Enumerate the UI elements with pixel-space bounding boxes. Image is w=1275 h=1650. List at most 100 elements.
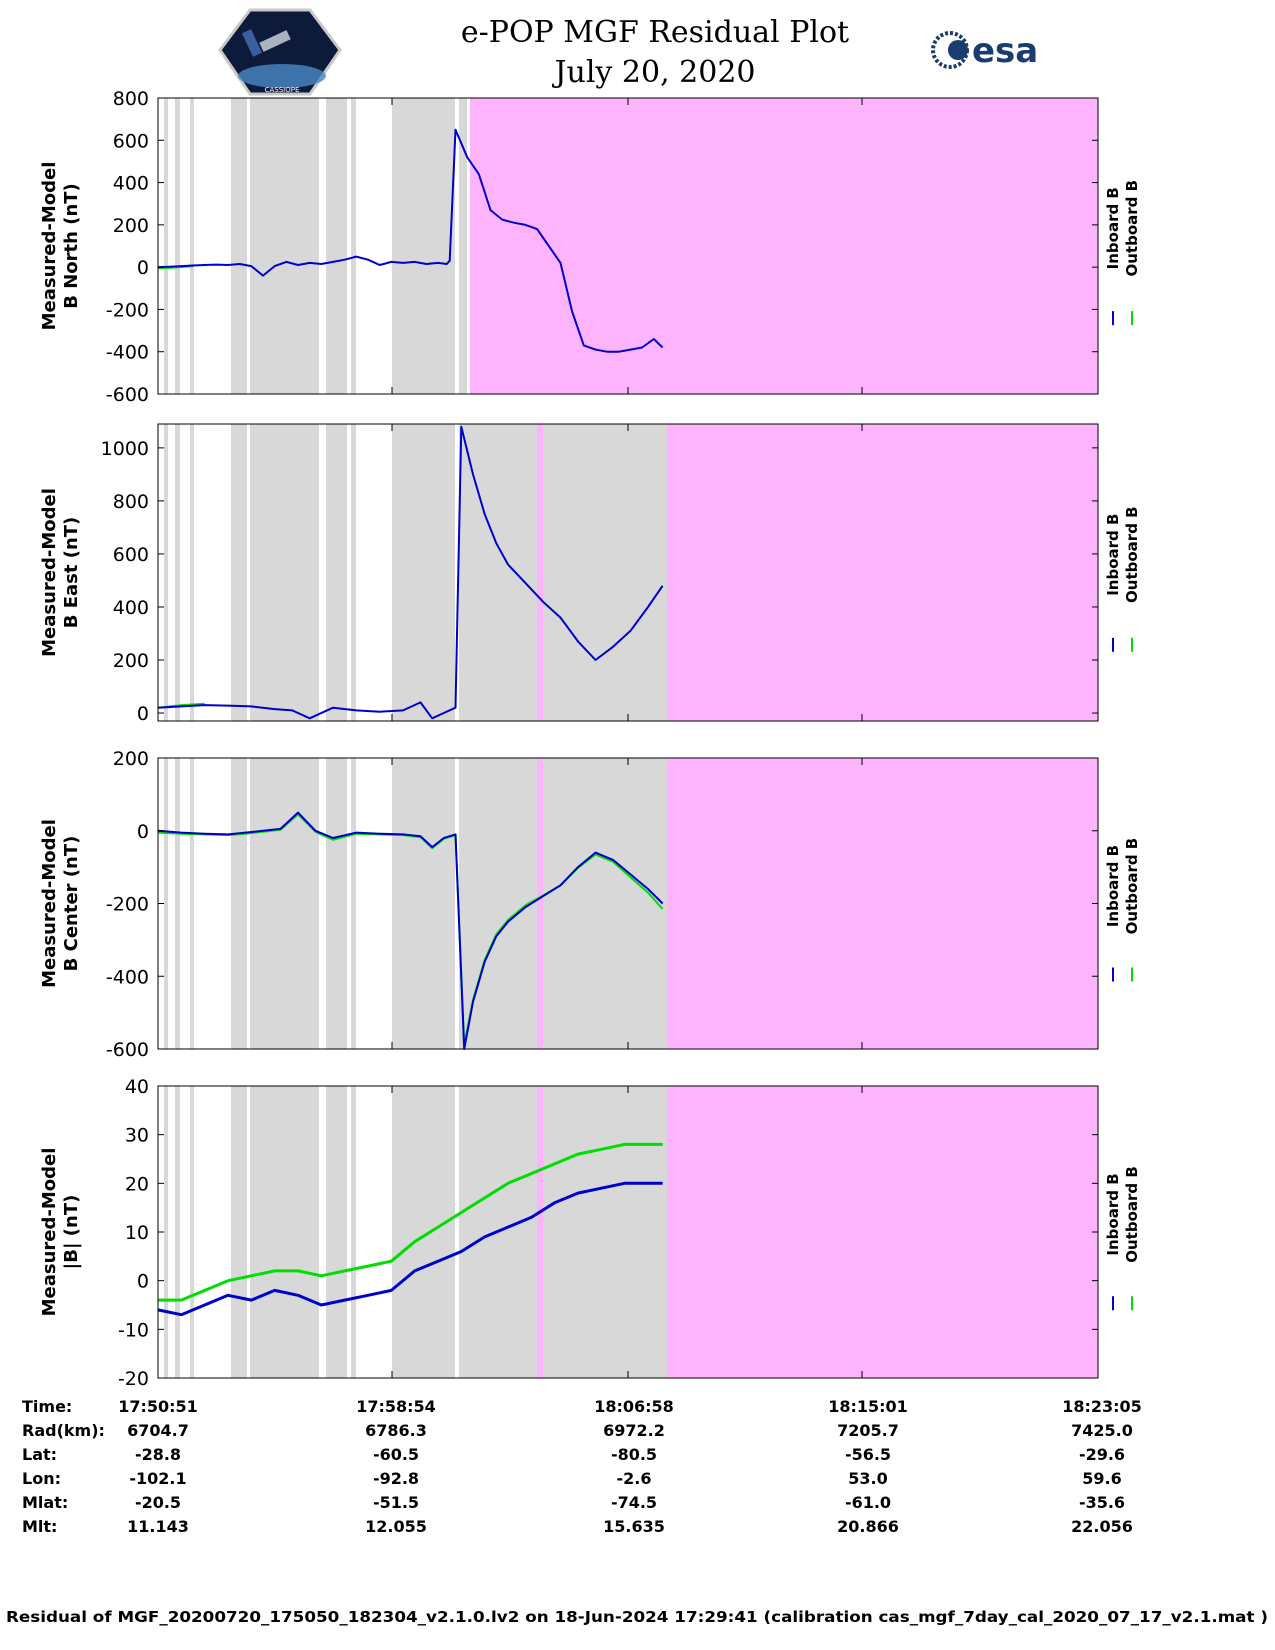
cell-mlat-1: -20.5 [135,1493,181,1512]
no-data-region [470,98,1098,394]
gap-band [190,98,194,394]
cell-time-5: 18:23:05 [1062,1397,1142,1416]
cassiope-logo-text: CASSIOPE [265,86,300,94]
series-inboard-b [157,128,664,353]
cell-lat-5: -29.6 [1079,1445,1125,1464]
footer-note: Residual of MGF_20200720_175050_182304_v… [6,1608,1268,1626]
cell-time-4: 18:15:01 [828,1397,908,1416]
legend-inboard: Inboard B [1104,187,1122,269]
y-tick-label: -400 [106,342,149,364]
gap-band [326,1086,347,1378]
gap-band [190,424,194,721]
y-tick-label: 800 [113,491,149,513]
gap-band [392,424,455,721]
cell-lon-2: -92.8 [373,1469,419,1488]
gap-band [231,98,247,394]
cell-rad-2: 6786.3 [365,1421,427,1440]
cell-lat-1: -28.8 [135,1445,181,1464]
esa-logo-text: esa [972,31,1038,71]
ephemeris-col-3: 18:06:58 6972.2 -80.5 -2.6 -74.5 15.635 [594,1397,674,1536]
legend-inboard: Inboard B [1104,845,1122,927]
gap-band [175,98,180,394]
y-tick-label: 40 [125,1076,149,1098]
series-outboard-b [158,1142,663,1302]
flag-band [537,758,543,1049]
y-tick-label: 800 [113,88,149,110]
y-tick-label: 0 [137,703,149,725]
legend-outboard: Outboard B [1123,506,1141,603]
y-tick-label: -400 [106,966,149,988]
cell-lon-4: 53.0 [848,1469,887,1488]
gap-band [231,1086,247,1378]
cell-rad-5: 7425.0 [1071,1421,1133,1440]
y-axis-label-line2: B East (nT) [61,517,82,629]
y-tick-label: 200 [113,748,149,770]
cassiope-logo: CASSIOPE [218,8,342,96]
gap-band [392,98,455,394]
panel-3: 200 0 -200 -400 -600 Measured-Model B Center (… [39,748,1141,1061]
gap-band [250,424,319,721]
y-axis-label-line1: Measured-Model [39,1148,60,1317]
cell-lat-4: -56.5 [845,1445,891,1464]
y-tick-label: -20 [118,1368,149,1390]
series-inboard-b [157,811,664,1050]
cell-rad-3: 6972.2 [603,1421,665,1440]
cell-mlt-5: 22.056 [1071,1517,1133,1536]
cell-time-1: 17:50:51 [118,1397,198,1416]
y-tick-label: -200 [106,299,149,321]
ephemeris-col-1: 17:50:51 6704.7 -28.8 -102.1 -20.5 11.14… [118,1397,198,1536]
cell-time-2: 17:58:54 [356,1397,436,1416]
series-inboard-b [157,425,664,720]
y-tick-label: -10 [118,1319,149,1341]
chart-title: e-POP MGF Residual Plot [461,15,849,50]
flag-band [537,1086,543,1378]
esa-logo: esa [931,31,1038,71]
gap-band [459,758,467,1049]
gap-band [351,424,356,721]
gap-band [164,98,168,394]
gap-band [175,758,180,1049]
cell-mlat-3: -74.5 [611,1493,657,1512]
gap-band [190,758,194,1049]
ephemeris-col-5: 18:23:05 7425.0 -29.6 59.6 -35.6 22.056 [1062,1397,1142,1536]
y-axis-label-line1: Measured-Model [39,488,60,657]
y-tick-label: 600 [113,130,149,152]
ephemeris-col-4: 18:15:01 7205.7 -56.5 53.0 -61.0 20.866 [828,1397,908,1536]
cell-mlt-2: 12.055 [365,1517,427,1536]
gap-band [392,758,455,1049]
legend-outboard: Outboard B [1123,180,1141,277]
gap-band [467,424,667,721]
row-label-rad: Rad(km): [22,1421,105,1440]
gap-band [175,424,180,721]
cell-lat-2: -60.5 [373,1445,419,1464]
y-tick-label: 30 [125,1125,149,1147]
chart-subtitle: July 20, 2020 [551,55,755,90]
panel-2: 1000 800 600 400 200 0 Measured-Model B East (n… [39,423,1141,725]
no-data-region [667,424,1098,721]
cell-lat-3: -80.5 [611,1445,657,1464]
gap-band [326,98,347,394]
ephemeris-col-2: 17:58:54 6786.3 -60.5 -92.8 -51.5 12.055 [356,1397,436,1536]
y-tick-label: 400 [113,597,149,619]
row-label-lon: Lon: [22,1469,61,1488]
flag-band [537,424,543,721]
y-axis-label-line2: B Center (nT) [61,836,82,972]
gap-band [392,1086,455,1378]
legend-inboard: Inboard B [1104,514,1122,596]
gap-band [231,758,247,1049]
gap-band [190,1086,194,1378]
cell-mlat-4: -61.0 [845,1493,891,1512]
cell-rad-4: 7205.7 [837,1421,899,1440]
y-tick-label: -600 [106,1039,149,1061]
y-tick-label: 0 [137,1271,149,1293]
cell-mlt-1: 11.143 [127,1517,189,1536]
y-tick-label: 0 [137,257,149,279]
gap-band [351,98,356,394]
gap-band [326,758,347,1049]
gap-band [231,424,247,721]
no-data-region [667,1086,1098,1378]
gap-band [459,1086,467,1378]
cell-mlat-2: -51.5 [373,1493,419,1512]
y-axis-label-line1: Measured-Model [39,819,60,988]
